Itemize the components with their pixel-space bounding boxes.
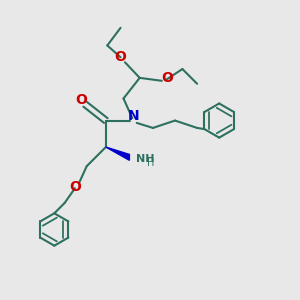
Polygon shape <box>106 147 129 160</box>
Text: NH: NH <box>136 154 154 164</box>
Text: O: O <box>75 93 87 107</box>
Text: O: O <box>115 50 127 64</box>
Text: H: H <box>147 158 154 168</box>
Text: N: N <box>128 109 140 123</box>
Text: O: O <box>69 180 81 194</box>
Text: O: O <box>161 71 173 85</box>
